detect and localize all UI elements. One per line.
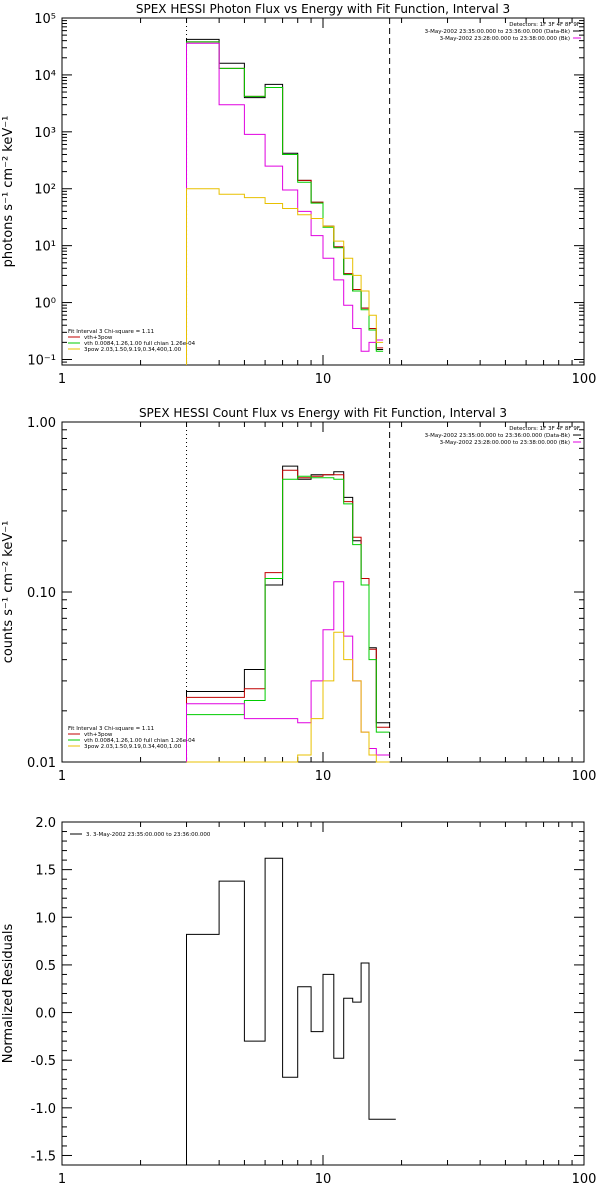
y-tick-label: 0.5 (35, 959, 56, 974)
series-5-line (186, 188, 384, 365)
chart-title: SPEX HESSI Photon Flux vs Energy with Fi… (136, 2, 510, 16)
series-1-line (186, 465, 390, 762)
series-1-line (186, 857, 396, 1165)
x-tick-label: 1 (58, 769, 66, 784)
plot-frame (61, 17, 585, 366)
time-label: 3-May-2002 23:35:00.000 to 23:36:00.000 … (425, 433, 570, 439)
y-tick-label: 10⁰ (34, 297, 56, 312)
series-3-line (186, 41, 384, 365)
chart-3: 1 10 100 2.0 1.5 1.0 0.5 0.0 -0.5 -1.0 -1.5 Normali… (1, 816, 596, 1187)
time-label: 3-May-2002 23:28:00.000 to 23:38:00.000 … (440, 440, 570, 446)
x-tick-label: 10 (315, 1172, 332, 1187)
y-tick-label: 10⁻¹ (27, 353, 56, 368)
legend-item-label: 3pow 2.03,1.50,9.19,0.34,400,1.00 (84, 744, 182, 750)
y-axis-label: photons s⁻¹ cm⁻² keV⁻¹ (1, 116, 16, 268)
legend-header: Fit Interval 3 Chi-square = 1.11 (68, 329, 154, 335)
detectors-label: Detectors: 1F 3F 4F 8F 9F (509, 426, 580, 432)
y-tick-label: 0.10 (27, 586, 56, 601)
y-tick-label: 10³ (34, 126, 56, 141)
y-tick-label: 0.0 (35, 1007, 56, 1022)
y-tick-label: 10⁵ (34, 12, 56, 27)
y-tick-label: 2.0 (35, 816, 56, 831)
y-tick-label: 1.0 (35, 911, 56, 926)
y-tick-label: 0.01 (27, 756, 56, 771)
legend-item-label: vth+3pow (84, 335, 113, 341)
legend-item-label: vth 0.0084,1.26,1.00 full chian 1.26e-04 (84, 341, 196, 347)
y-tick-label: -0.5 (31, 1054, 56, 1069)
series-4-line (186, 42, 384, 365)
time-label: 3-May-2002 23:28:00.000 to 23:38:00.000 … (440, 36, 570, 42)
chart-2: SPEX HESSI Count Flux vs Energy with Fit… (1, 406, 596, 784)
legend-item-label: vth 0.0084,1.26,1.00 full chian 1.26e-04 (84, 738, 196, 744)
time-label: 3-May-2002 23:35:00.000 to 23:36:00.000 … (425, 29, 570, 35)
x-tick-label: 100 (572, 1172, 597, 1187)
y-tick-label: 10⁴ (34, 69, 56, 84)
chart-title: SPEX HESSI Count Flux vs Energy with Fit… (139, 406, 507, 420)
y-axis-label: counts s⁻¹ cm⁻² keV⁻¹ (1, 521, 16, 664)
chart-1: SPEX HESSI Photon Flux vs Energy with Fi… (1, 2, 596, 387)
legend-item-label: 3. 3-May-2002 23:35:00.000 to 23:36:00.0… (86, 832, 211, 838)
y-axis-label: Normalized Residuals (1, 924, 16, 1064)
x-tick-label: 100 (572, 769, 597, 784)
y-tick-label: 1.00 (27, 416, 56, 431)
legend-item-label: vth+3pow (84, 732, 113, 738)
series-4-line (186, 581, 390, 762)
series-3-line (186, 475, 390, 762)
y-tick-label: 10² (34, 183, 56, 198)
x-tick-label: 10 (315, 372, 332, 387)
y-tick-label: 1.5 (35, 864, 56, 879)
y-tick-label: -1.5 (31, 1149, 56, 1164)
legend-item-label: 3pow 2.03,1.50,9.19,0.34,400,1.00 (84, 347, 182, 353)
legend-header: Fit Interval 3 Chi-square = 1.11 (68, 726, 154, 732)
series-2-line (186, 41, 384, 365)
y-tick-label: 10¹ (34, 240, 56, 255)
x-tick-label: 10 (315, 769, 332, 784)
series-5-line (186, 631, 390, 763)
x-tick-label: 1 (58, 1172, 66, 1187)
detectors-label: Detectors: 1F 3F 4F 8F 9F (509, 22, 580, 28)
y-tick-label: -1.0 (31, 1102, 56, 1117)
series-1-line (186, 38, 384, 365)
x-tick-label: 100 (572, 372, 597, 387)
x-tick-label: 1 (58, 372, 66, 387)
